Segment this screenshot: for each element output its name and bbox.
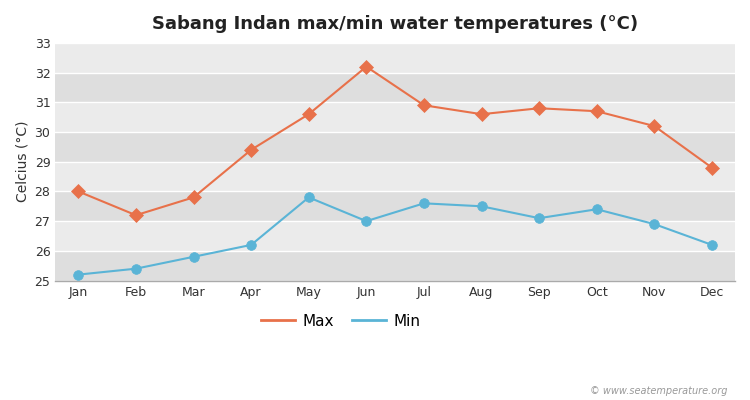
Max [247,148,256,152]
Min [74,272,82,277]
Title: Sabang Indan max/min water temperatures (°C): Sabang Indan max/min water temperatures … [152,15,638,33]
Max [592,109,602,114]
Max [362,64,370,69]
Bar [56,251,735,280]
Bar [56,162,735,192]
Line: Max: Max [74,62,717,220]
Min [304,195,313,200]
Min [247,242,256,247]
Max [74,189,82,194]
Max [650,124,658,128]
Y-axis label: Celcius (°C): Celcius (°C) [15,121,29,202]
Min [131,266,140,271]
Text: © www.seatemperature.org: © www.seatemperature.org [590,386,728,396]
Max [419,103,428,108]
Bar [56,72,735,102]
Min [362,219,370,224]
Min [650,222,658,226]
Min [592,207,602,212]
Min [189,254,198,259]
Legend: Max, Min: Max, Min [255,308,427,335]
Bar [56,192,735,221]
Bar [56,43,735,72]
Bar [56,132,735,162]
Min [707,242,716,247]
Bar [56,102,735,132]
Max [131,213,140,218]
Min [419,201,428,206]
Min [535,216,544,220]
Max [535,106,544,111]
Max [189,195,198,200]
Max [477,112,486,116]
Max [707,165,716,170]
Bar [56,221,735,251]
Max [304,112,313,116]
Line: Min: Min [74,192,717,280]
Min [477,204,486,209]
